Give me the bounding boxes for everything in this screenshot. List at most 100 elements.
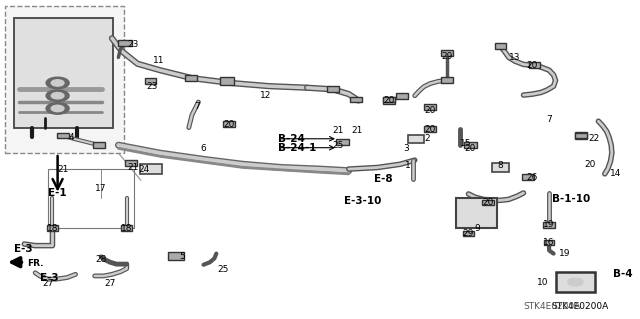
Bar [522,174,534,180]
Text: 16: 16 [543,238,555,247]
Bar [456,198,497,228]
Text: 26: 26 [527,173,538,182]
Text: 21: 21 [332,126,344,135]
Bar [424,104,436,110]
Bar [408,135,424,143]
Bar [556,272,595,292]
Bar [383,97,396,104]
Text: 5: 5 [180,252,185,261]
Text: 17: 17 [95,184,107,193]
Circle shape [46,77,69,89]
Circle shape [568,278,583,286]
Bar [383,97,395,102]
Bar [463,231,474,236]
Circle shape [46,103,69,114]
Bar [575,132,588,139]
Bar [464,142,477,148]
Bar [327,86,339,92]
Bar [529,63,540,68]
Bar [441,50,452,56]
Text: 23: 23 [147,82,158,91]
Bar [118,40,132,46]
Bar [543,222,555,228]
Text: 21: 21 [127,163,139,172]
Bar [48,169,134,228]
Bar [336,139,349,145]
Bar [57,133,68,138]
Bar [93,142,105,148]
Bar [220,78,234,85]
Bar [495,43,506,49]
Text: 20: 20 [465,144,476,153]
Text: 27: 27 [104,279,116,288]
Circle shape [51,105,64,112]
Bar [168,252,184,260]
Text: 15: 15 [460,139,472,148]
Text: STK4E0200A: STK4E0200A [552,302,609,311]
Text: 20: 20 [482,198,493,207]
Text: 20: 20 [424,106,436,115]
Text: 13: 13 [509,53,521,62]
Text: E-3-10: E-3-10 [344,196,381,206]
Text: 20: 20 [223,120,235,129]
Text: 19: 19 [559,249,570,258]
Text: B-24: B-24 [278,134,305,144]
Text: 20: 20 [527,61,538,70]
Text: 20: 20 [584,160,596,169]
Text: 27: 27 [42,279,54,288]
Text: 29: 29 [463,229,474,238]
Bar [14,18,113,128]
Text: 29: 29 [441,52,452,61]
Text: 7: 7 [195,102,200,111]
Bar [125,160,138,166]
Text: 9: 9 [474,224,479,233]
Text: 7: 7 [547,115,552,124]
Text: 4: 4 [69,133,74,142]
Bar [396,93,408,99]
Text: 12: 12 [260,91,271,100]
Text: 20: 20 [424,125,436,134]
Text: 10: 10 [537,278,548,287]
Text: 18: 18 [121,224,132,233]
Text: 24: 24 [138,165,150,174]
Text: 14: 14 [610,169,621,178]
Bar [441,78,452,83]
Bar [185,75,196,81]
Bar [544,240,554,245]
Bar [140,164,162,174]
Text: B-1-10: B-1-10 [552,194,590,204]
Bar [223,121,235,127]
Text: 8: 8 [498,161,503,170]
Text: 11: 11 [153,56,164,65]
Circle shape [51,93,64,99]
Circle shape [46,90,69,101]
Bar [5,6,124,153]
Text: B-24-1: B-24-1 [278,143,317,153]
Text: 19: 19 [543,220,555,229]
Circle shape [561,275,589,289]
Bar [482,200,493,205]
Text: 28: 28 [95,255,107,263]
Text: E-3: E-3 [40,272,59,283]
Text: 2: 2 [425,134,430,143]
Text: FR.: FR. [27,259,44,268]
Text: 25: 25 [217,265,228,274]
Text: 3: 3 [404,144,409,153]
Bar [575,133,587,138]
Text: 1: 1 [406,161,411,170]
Text: 25: 25 [332,141,344,150]
Text: E-3: E-3 [14,244,33,254]
Text: 6: 6 [201,144,206,153]
Text: B-4: B-4 [613,269,633,279]
Text: 21: 21 [351,126,363,135]
Text: E-8: E-8 [374,174,393,184]
Bar [350,97,362,102]
Circle shape [51,80,64,86]
Bar [47,226,58,231]
Text: 21: 21 [57,165,68,174]
Bar [492,163,509,172]
Bar [424,126,436,132]
Text: 18: 18 [47,224,58,233]
Bar [145,78,156,84]
Text: STK4E0200A: STK4E0200A [523,302,580,311]
